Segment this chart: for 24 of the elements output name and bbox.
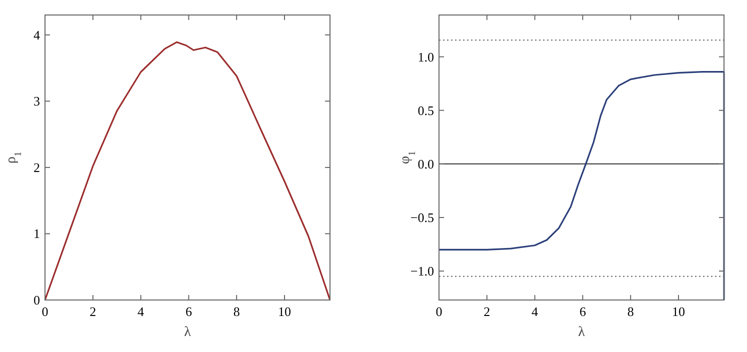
x-tick-label: 4 — [532, 304, 539, 319]
y-tick-label: 0 — [34, 292, 40, 308]
x-tick-label: 4 — [138, 304, 145, 319]
x-tick-label: 2 — [90, 304, 96, 319]
y-tick-label: 0.0 — [418, 156, 434, 172]
y-tick-label: 4 — [34, 27, 40, 42]
x-tick-label: 10 — [672, 304, 685, 319]
x-axis-title: λ — [184, 325, 192, 340]
x-tick-label: 2 — [484, 304, 490, 319]
y-tick-label: 1 — [34, 226, 40, 242]
x-tick-label: 6 — [579, 304, 586, 319]
y-tick-label: 1.0 — [418, 49, 434, 64]
line-series — [438, 70, 725, 301]
x-tick-label: 8 — [627, 304, 634, 319]
x-axis-title: λ — [578, 325, 586, 340]
y-tick-label: 0.5 — [418, 102, 434, 118]
x-tick-label: 8 — [233, 304, 240, 319]
y-tick-label: −0.5 — [410, 210, 434, 225]
y-tick-label: 3 — [34, 94, 40, 109]
line-series — [44, 41, 331, 301]
x-tick-label: 10 — [278, 304, 291, 319]
y-tick-label: 2 — [34, 160, 40, 175]
y-tick-label: −1.0 — [410, 264, 434, 279]
x-tick-label: 6 — [185, 304, 192, 319]
